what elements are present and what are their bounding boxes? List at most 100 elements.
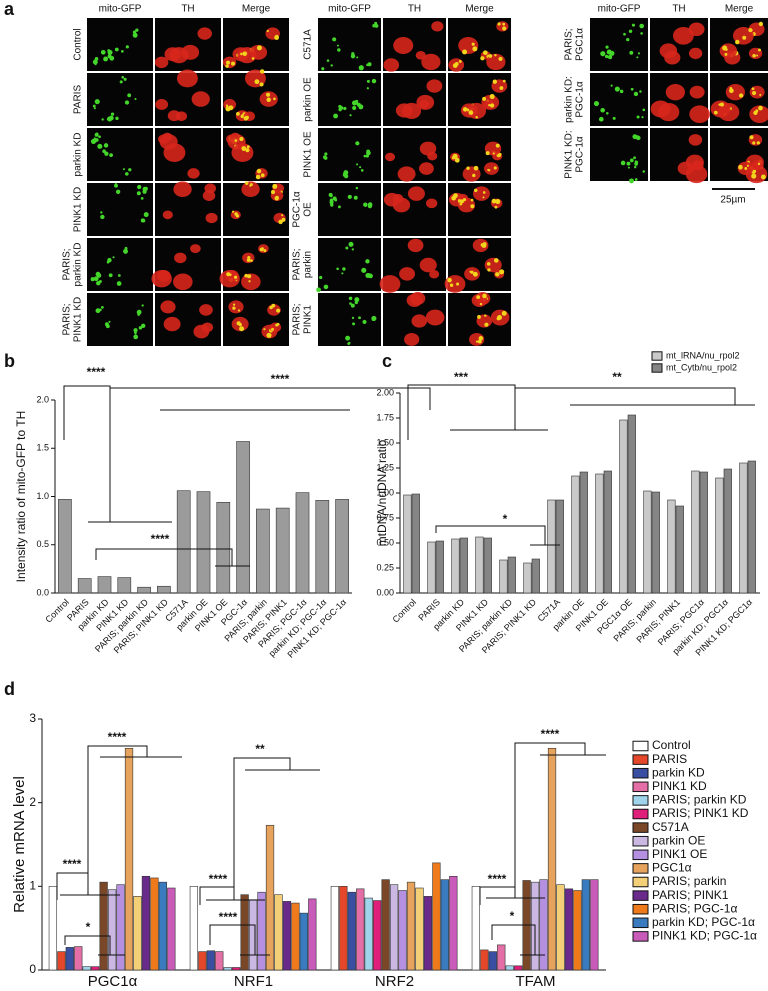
bar	[117, 577, 132, 594]
y-tick-label: 1.75	[376, 412, 394, 422]
mito	[632, 134, 638, 140]
mito	[633, 91, 639, 97]
mito	[104, 322, 109, 327]
mito	[636, 135, 641, 141]
mito	[609, 50, 615, 56]
mito	[628, 29, 633, 34]
mito	[249, 184, 252, 187]
mito	[260, 173, 265, 178]
y-tick-label: 0.5	[36, 539, 49, 549]
bar	[595, 473, 604, 594]
cell	[249, 44, 268, 60]
cell	[749, 105, 768, 123]
mito	[232, 306, 236, 310]
cell	[197, 27, 212, 40]
cell	[181, 44, 200, 60]
mito	[488, 103, 491, 107]
mito	[497, 314, 503, 320]
mito	[272, 183, 278, 189]
mito	[735, 39, 740, 45]
mito	[332, 37, 337, 42]
mito	[593, 101, 600, 107]
mito	[275, 195, 279, 200]
bar	[150, 877, 159, 971]
mito	[462, 107, 468, 112]
cell	[163, 316, 181, 332]
mito	[470, 198, 474, 202]
mito	[275, 34, 279, 38]
legend-label: parkin KD; PGC-1α	[652, 915, 755, 929]
mito	[495, 272, 500, 277]
legend-swatch	[632, 903, 649, 915]
cell	[688, 47, 703, 60]
mito	[104, 151, 109, 156]
significance: *	[503, 512, 508, 526]
panel-label: a	[4, 0, 15, 19]
mito	[355, 141, 360, 146]
mito	[627, 166, 630, 169]
mito	[259, 82, 264, 87]
mito	[487, 268, 491, 272]
mito	[738, 164, 743, 170]
cell	[472, 238, 489, 253]
bar	[356, 888, 365, 971]
bar	[77, 578, 92, 594]
bar	[691, 470, 700, 594]
mito	[756, 141, 760, 145]
mito	[338, 205, 341, 209]
mito	[92, 59, 98, 65]
bracket	[199, 886, 235, 905]
mito	[494, 54, 497, 57]
micrograph	[590, 73, 648, 126]
mito	[354, 300, 358, 305]
bracket	[491, 924, 536, 955]
bar	[299, 912, 308, 971]
mito	[354, 297, 360, 303]
mito	[462, 198, 467, 202]
cell	[425, 198, 438, 209]
mito	[607, 54, 613, 60]
mito	[480, 243, 485, 247]
y-axis-title: Intensity ratio of mito-GFP to TH	[14, 411, 28, 583]
mito	[497, 22, 501, 26]
significance: ****	[63, 857, 82, 871]
row-label: PGC-1α	[292, 191, 303, 228]
row-label: PINK1	[303, 305, 314, 334]
mito	[103, 143, 109, 148]
mito	[108, 115, 114, 121]
bar	[167, 887, 176, 971]
mito	[330, 203, 334, 207]
mito	[498, 56, 503, 61]
mito	[355, 186, 359, 190]
cell	[407, 238, 424, 253]
mito	[458, 60, 462, 63]
y-tick-label: 1	[29, 879, 36, 893]
mito	[495, 143, 500, 148]
mito	[107, 49, 113, 55]
mito	[246, 258, 251, 262]
bar	[347, 891, 356, 971]
mito	[620, 160, 626, 166]
mito	[630, 87, 634, 91]
mito	[242, 51, 247, 57]
mito	[451, 195, 457, 201]
mito	[93, 107, 96, 110]
bracket	[95, 548, 233, 566]
mito	[341, 272, 344, 275]
mito	[605, 45, 609, 49]
bar	[497, 944, 506, 971]
mito	[244, 273, 248, 278]
significance: ****	[219, 910, 238, 924]
mito	[121, 50, 124, 53]
mito	[232, 303, 236, 306]
cell	[472, 186, 490, 201]
bracket	[435, 525, 546, 545]
mito	[363, 154, 367, 158]
mito	[619, 89, 624, 94]
bar	[581, 879, 590, 971]
mito	[329, 198, 334, 202]
mito	[127, 93, 132, 98]
legend-swatch	[632, 808, 649, 820]
mito	[371, 78, 377, 84]
